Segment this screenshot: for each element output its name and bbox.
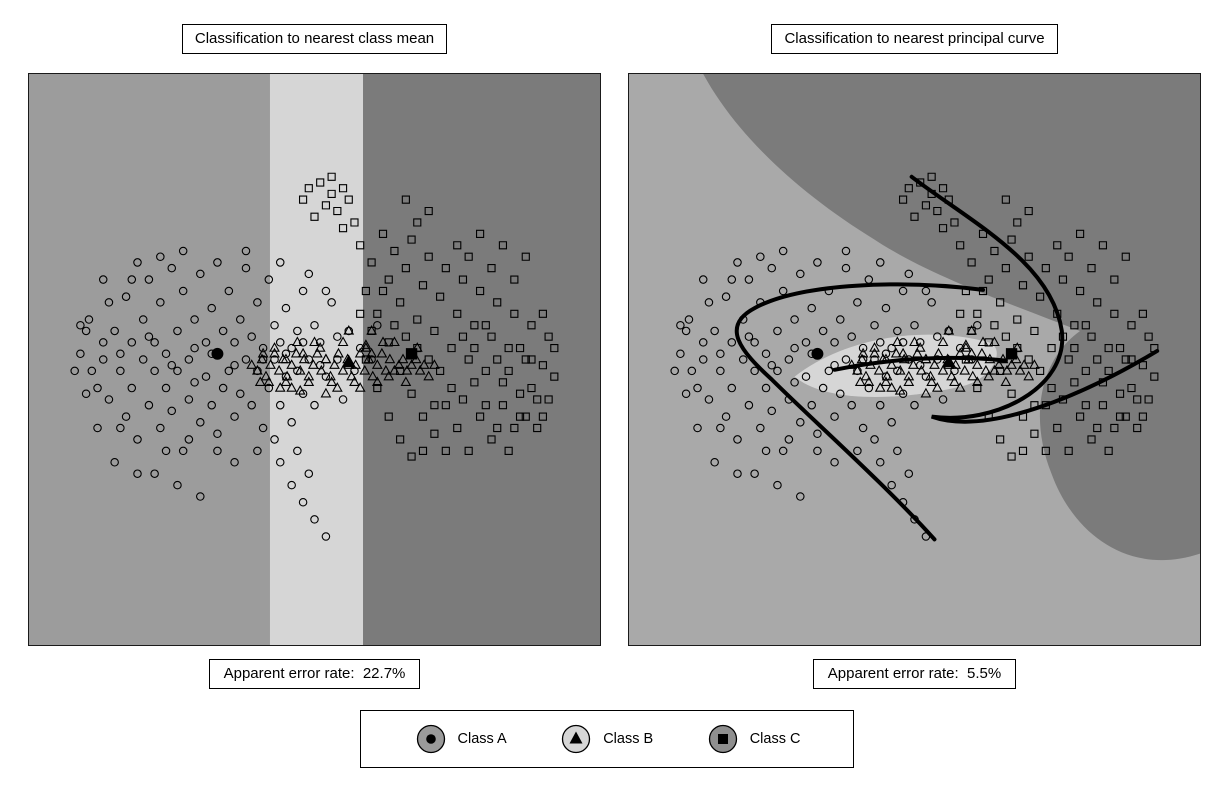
panel-mean-error-rate: Apparent error rate: 22.7% bbox=[208, 659, 421, 689]
panel-curve-error-row: Apparent error rate: 5.5% bbox=[628, 659, 1201, 689]
panel-mean-error-row: Apparent error rate: 22.7% bbox=[28, 659, 601, 689]
legend-item-label: Class C bbox=[749, 731, 801, 747]
scatter-plot-nearest-principal-curve bbox=[628, 73, 1201, 646]
legend-item-label: Class A bbox=[457, 731, 507, 747]
class-a-marker-icon bbox=[414, 722, 448, 756]
panel-mean-title-row: Classification to nearest class mean bbox=[28, 24, 601, 54]
panel-curve-error-rate: Apparent error rate: 5.5% bbox=[812, 659, 1017, 689]
legend-item-class-c: Class C bbox=[706, 722, 801, 756]
class-c-marker-icon bbox=[706, 722, 740, 756]
panel-curve-title: Classification to nearest principal curv… bbox=[771, 24, 1058, 54]
legend-item-label: Class B bbox=[603, 731, 654, 747]
panel-curve-title-row: Classification to nearest principal curv… bbox=[628, 24, 1201, 54]
legend: Class A Class B Class C bbox=[360, 710, 854, 768]
class-b-marker-icon bbox=[559, 722, 593, 756]
legend-item-class-b: Class B bbox=[559, 722, 653, 756]
panel-mean-title: Classification to nearest class mean bbox=[181, 24, 448, 54]
legend-item-class-a: Class A bbox=[414, 722, 507, 756]
scatter-plot-nearest-class-mean bbox=[28, 73, 601, 646]
